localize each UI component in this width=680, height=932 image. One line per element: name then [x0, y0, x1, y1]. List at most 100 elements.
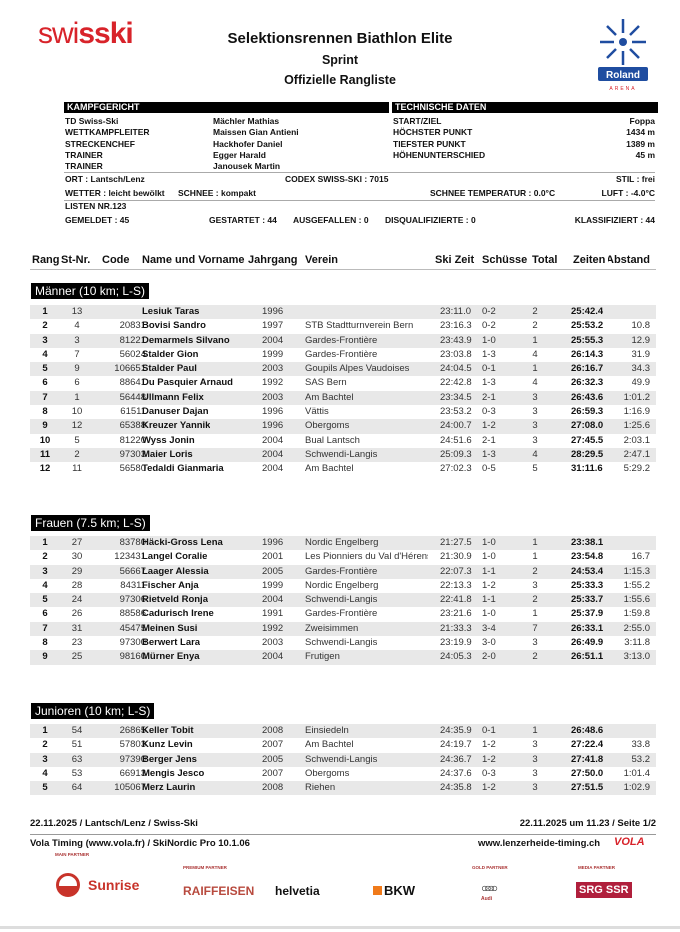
cell-club: Schwendi-Langis — [305, 594, 378, 606]
table-row[interactable]: 7 31 45475 Meinen Susi 1992 Zweisimmen 21:33.3… — [30, 621, 656, 637]
table-row[interactable]: 2 51 57803 Kunz Levin 2007 Am Bachtel 24:19.7 1… — [30, 738, 656, 752]
table-row[interactable]: 5 9 106651 Stalder Paul 2003 Goupils Alpes Va… — [30, 362, 656, 377]
column-header-shots[interactable]: Schüsse — [482, 254, 528, 266]
cell-club: Obergoms — [305, 420, 350, 432]
column-header-name[interactable]: Name und Vorname — [142, 254, 245, 266]
table-row[interactable]: 8 23 97300 Berwert Lara 2003 Schwendi-Langis 2… — [30, 636, 656, 650]
cell-shots: 1-0 — [482, 334, 496, 346]
cell-year: 2004 — [262, 651, 284, 663]
table-row[interactable]: 1 13 Lesiuk Taras 1996 23:11.0 0-2 2 25:42.4 — [30, 305, 656, 320]
table-row[interactable]: 12 11 56580 Tedaldi Gianmaria 2004 Am Bachtel… — [30, 462, 656, 476]
column-header-code[interactable]: Code — [102, 254, 130, 266]
table-row[interactable]: 11 2 97303 Maier Loris 2004 Schwendi-Langis 25… — [30, 447, 656, 463]
cell-shots: 1-0 — [482, 551, 496, 563]
cell-shots: 0-3 — [482, 767, 496, 779]
column-header-gap[interactable]: Abstand — [608, 254, 650, 266]
bkw-icon — [373, 886, 382, 895]
table-row[interactable]: 4 7 56024 Stalder Gion 1999 Gardes-Frontière 2… — [30, 348, 656, 362]
codex: CODEX SWISS-SKI : 7015 — [285, 174, 389, 184]
cell-ski-time: 23:19.9 — [440, 637, 472, 649]
cell-start-number: 1 — [74, 391, 80, 403]
cell-total: 1 — [532, 363, 538, 375]
table-row[interactable]: 9 25 98160 Mürner Enya 2004 Frutigen 24:05.3 2-… — [30, 650, 656, 665]
cell-club: Vättis — [305, 406, 329, 418]
cell-rank: 5 — [42, 594, 48, 606]
table-row[interactable]: 1 54 26865 Keller Tobit 2008 Einsiedeln 24:35.… — [30, 724, 656, 739]
cell-ski-time: 24:51.6 — [440, 434, 472, 446]
cell-time: 26:16.7 — [571, 363, 604, 375]
cell-start-number: 10 — [71, 406, 83, 418]
cell-name: Demarmels Silvano — [142, 334, 230, 346]
cell-name: Tedaldi Gianmaria — [142, 463, 224, 475]
cell-gap: 3:11.8 — [624, 637, 650, 649]
column-header-club[interactable]: Verein — [305, 254, 339, 266]
cell-time: 31:11.6 — [571, 463, 603, 475]
table-row[interactable]: 4 28 84311 Fischer Anja 1999 Nordic Engelberg… — [30, 579, 656, 593]
table-row[interactable]: 5 24 97306 Rietveld Ronja 2004 Schwendi-Langi… — [30, 593, 656, 608]
cell-rank: 7 — [42, 391, 48, 403]
cell-name: Berwert Lara — [142, 637, 201, 649]
tech-list: START/ZIEL Foppa HÖCHSTER PUNKT 1434 m TIEFS… — [393, 116, 655, 161]
cell-total: 7 — [532, 622, 538, 634]
cell-year: 1996 — [262, 306, 284, 317]
cell-start-number: 31 — [71, 622, 83, 634]
table-row[interactable]: 9 12 65388 Kreuzer Yannik 1996 Obergoms 24:00.… — [30, 419, 656, 434]
table-row[interactable]: 6 6 88641 Du Pasquier Arnaud 1992 SAS Bern 22:… — [30, 376, 656, 390]
cell-club: Bual Lantsch — [305, 434, 360, 446]
helvetia-logo: helvetia — [275, 884, 320, 898]
table-row[interactable]: 4 53 66913 Mengis Jesco 2007 Obergoms 24:37.6 0… — [30, 767, 656, 781]
tech-label: START/ZIEL — [393, 116, 442, 126]
cell-ski-time: 24:19.7 — [440, 739, 472, 751]
table-row[interactable]: 2 4 20831 Bovisi Sandro 1997 STB Stadtturnver… — [30, 319, 656, 333]
table-row[interactable]: 2 30 123431 Langel Coralie 2001 Les Pionniers… — [30, 550, 656, 564]
air-temperature: LUFT : -4.0°C — [601, 188, 655, 198]
cell-gap: 34.3 — [631, 363, 651, 375]
table-row[interactable]: 3 63 97390 Berger Jens 2005 Schwendi-Langis 24… — [30, 752, 656, 767]
cell-start-number: 7 — [74, 348, 80, 360]
column-header-ski-time[interactable]: Ski Zeit — [435, 254, 475, 266]
column-header-year[interactable]: Jahrgang — [248, 254, 298, 266]
cell-year: 2003 — [262, 637, 284, 649]
tech-value: Foppa — [629, 116, 656, 126]
cell-rank: 6 — [42, 608, 48, 620]
main-partner-label: MAIN PARTNER — [55, 852, 90, 857]
cell-club: Gardes-Frontière — [305, 334, 378, 346]
column-header-total[interactable]: Total — [532, 254, 558, 266]
cell-start-number: 11 — [72, 463, 82, 475]
table-row[interactable]: 1 27 83780 Häcki-Gross Lena 1996 Nordic Engel… — [30, 536, 656, 551]
cell-club: Goupils Alpes Vaudoises — [305, 363, 410, 375]
column-header-time[interactable]: Zeiten — [573, 254, 606, 266]
jury-heading: KAMPFGERICHT — [64, 102, 389, 113]
cell-ski-time: 25:09.3 — [440, 448, 472, 460]
table-row[interactable]: 3 3 81221 Demarmels Silvano 2004 Gardes-Front… — [30, 333, 656, 348]
cell-start-number: 63 — [71, 753, 83, 765]
column-header-start-number[interactable]: St-Nr. — [61, 254, 91, 266]
cell-year: 1992 — [262, 622, 284, 634]
table-row[interactable]: 3 29 56667 Laager Alessia 2005 Gardes-Frontiè… — [30, 564, 656, 579]
table-row[interactable]: 6 26 88586 Cadurisch Irene 1991 Gardes-Fronti… — [30, 607, 656, 621]
cell-start-number: 54 — [71, 725, 83, 736]
tech-value: 1434 m — [626, 127, 655, 138]
cell-name: Berger Jens — [142, 753, 197, 765]
cell-code: 123431 — [114, 551, 146, 563]
cell-year: 1999 — [262, 348, 284, 360]
table-row[interactable]: 7 1 56448 Ullmann Felix 2003 Am Bachtel 23:34.… — [30, 390, 656, 406]
cell-year: 1996 — [262, 420, 284, 432]
cell-start-number: 4 — [74, 320, 80, 332]
jury-label: TD Swiss-Ski — [65, 116, 119, 126]
cell-name: Bovisi Sandro — [142, 320, 206, 332]
timing-website[interactable]: www.lenzerheide-timing.ch — [478, 838, 601, 849]
table-row[interactable]: 8 10 61511 Danuser Dajan 1996 Vättis 23:53.2 0-… — [30, 405, 656, 419]
cell-ski-time: 27:02.3 — [440, 463, 472, 475]
cell-code: 97306 — [119, 594, 146, 606]
table-row[interactable]: 10 5 81220 Wyss Jonin 2004 Bual Lantsch 24:51.… — [30, 434, 656, 448]
cell-total: 3 — [532, 739, 538, 751]
cell-rank: 4 — [42, 579, 48, 591]
column-header-rank[interactable]: Rang — [32, 254, 60, 266]
table-row[interactable]: 5 64 105067 Merz Laurin 2008 Riehen 24:35.8 1-2… — [30, 781, 656, 796]
roland-arena-logo: Roland ARENA — [598, 19, 648, 92]
media-partner-label: MEDIA PARTNER — [578, 865, 615, 870]
jury-list: TD Swiss-Ski Mächler Mathias WETTKAMPFLEIT… — [65, 116, 385, 172]
cell-start-number: 26 — [71, 608, 83, 620]
